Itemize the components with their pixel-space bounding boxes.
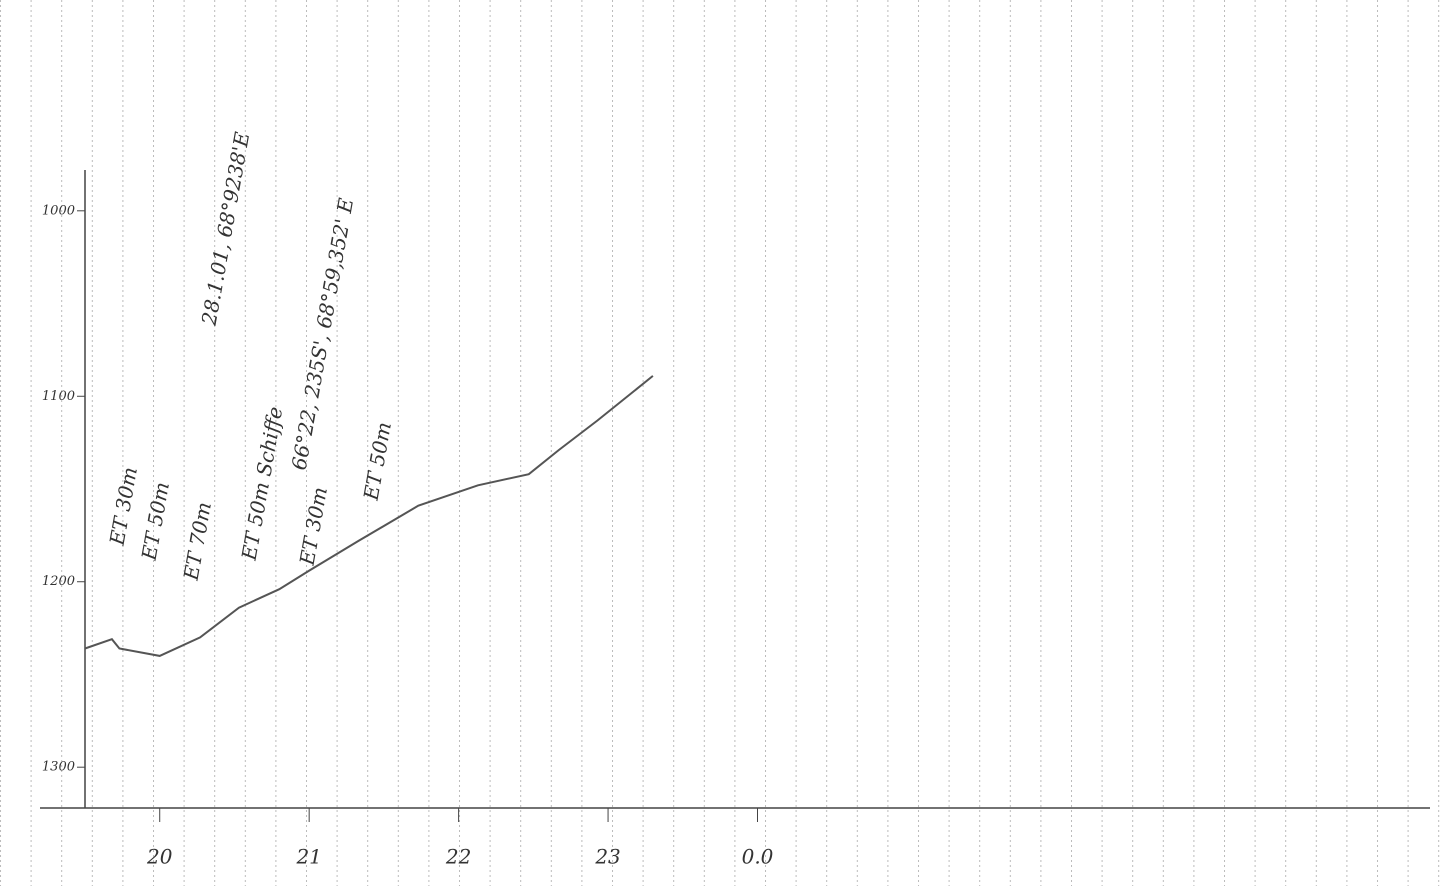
y-tick-label: 1200 [42, 574, 75, 589]
x-tick-label: 21 [295, 845, 321, 869]
x-tick-label: 22 [445, 845, 471, 869]
y-tick-label: 1100 [42, 389, 75, 404]
x-tick-label: 20 [146, 845, 173, 869]
data-line [84, 375, 654, 657]
y-tick-label: 1000 [42, 203, 75, 218]
x-tick-label: 23 [594, 845, 620, 869]
x-tick-label: 0.0 [742, 845, 774, 869]
y-tick-label: 1300 [42, 760, 75, 775]
